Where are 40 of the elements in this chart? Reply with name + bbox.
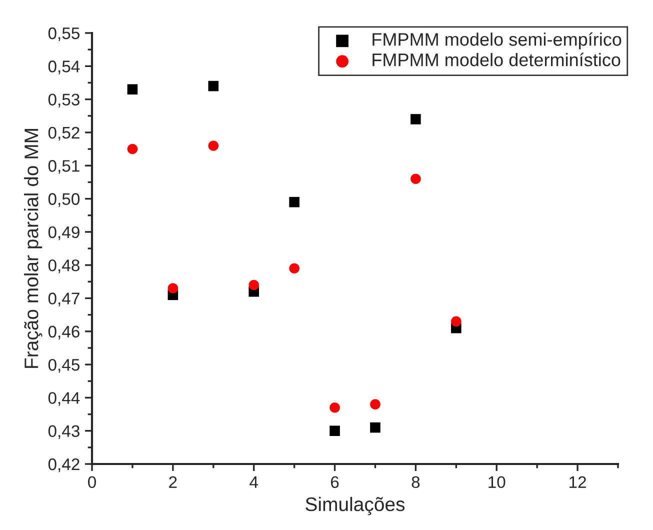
point [208,140,219,151]
point [410,114,421,124]
point [289,263,300,274]
point [410,174,421,184]
point [248,280,259,290]
point [127,84,138,95]
x-tick-label: 10 [488,476,506,488]
point [168,283,178,294]
point [208,80,219,92]
y-tick-label: 0,49 [48,226,80,240]
x-tick-label: 4 [250,476,258,488]
y-axis-title: Fração molar parcial do MM [24,129,42,368]
y-tick-label: 0,55 [48,27,80,42]
x-tick-label: 2 [169,476,177,488]
point [289,196,300,208]
y-tick-label: 0,43 [48,425,80,440]
y-tick-label: 0,48 [48,259,80,274]
y-tick-label: 0,46 [48,326,80,340]
y-tick-label: 0,44 [48,392,80,406]
point [330,402,340,413]
point [451,316,462,327]
y-tick-label: 0,47 [48,292,80,306]
point [127,144,138,154]
point [330,426,340,436]
y-tick-label: 0,45 [48,358,80,373]
x-tick-label: 12 [570,476,586,488]
legend-label: FMPMM modelo semi-empírico [372,32,622,50]
x-tick-label: 8 [412,476,420,488]
y-tick-label: 0,54 [48,60,80,74]
x-axis-title: Simulações [306,496,405,516]
y-tick-label: 0,42 [48,458,80,472]
x-tick-label: 6 [330,476,339,488]
legend-label: FMPMM modelo determinístico [372,52,620,66]
y-tick-label: 0,53 [48,94,80,108]
y-tick-label: 0,50 [48,193,80,207]
point [370,399,380,410]
x-tick-label: 0 [88,476,96,488]
y-tick-label: 0,51 [48,160,80,174]
point [370,422,380,433]
y-tick-label: 0,52 [48,126,80,141]
